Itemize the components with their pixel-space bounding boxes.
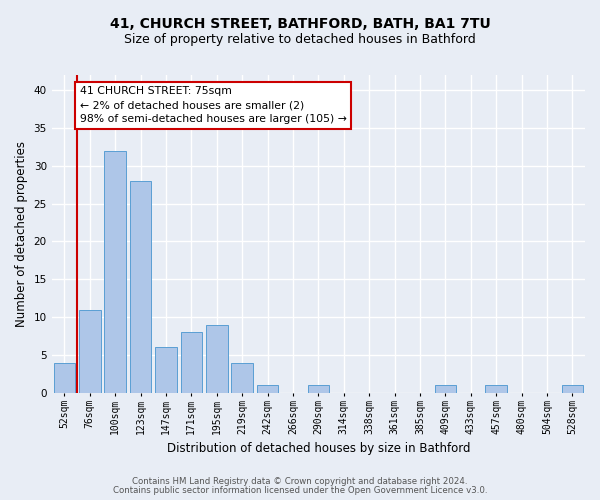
Bar [181, 332, 202, 393]
Bar [257, 386, 278, 393]
Text: Contains public sector information licensed under the Open Government Licence v3: Contains public sector information licen… [113, 486, 487, 495]
X-axis label: Distribution of detached houses by size in Bathford: Distribution of detached houses by size … [167, 442, 470, 455]
Bar [53, 362, 75, 393]
Bar [232, 362, 253, 393]
Bar [308, 386, 329, 393]
Bar [206, 324, 227, 393]
Text: Contains HM Land Registry data © Crown copyright and database right 2024.: Contains HM Land Registry data © Crown c… [132, 477, 468, 486]
Text: 41, CHURCH STREET, BATHFORD, BATH, BA1 7TU: 41, CHURCH STREET, BATHFORD, BATH, BA1 7… [110, 18, 490, 32]
Bar [485, 386, 507, 393]
Bar [562, 386, 583, 393]
Bar [130, 181, 151, 393]
Bar [155, 348, 177, 393]
Text: 41 CHURCH STREET: 75sqm
← 2% of detached houses are smaller (2)
98% of semi-deta: 41 CHURCH STREET: 75sqm ← 2% of detached… [80, 86, 346, 124]
Bar [104, 150, 126, 393]
Bar [434, 386, 456, 393]
Y-axis label: Number of detached properties: Number of detached properties [15, 141, 28, 327]
Text: Size of property relative to detached houses in Bathford: Size of property relative to detached ho… [124, 32, 476, 46]
Bar [79, 310, 101, 393]
